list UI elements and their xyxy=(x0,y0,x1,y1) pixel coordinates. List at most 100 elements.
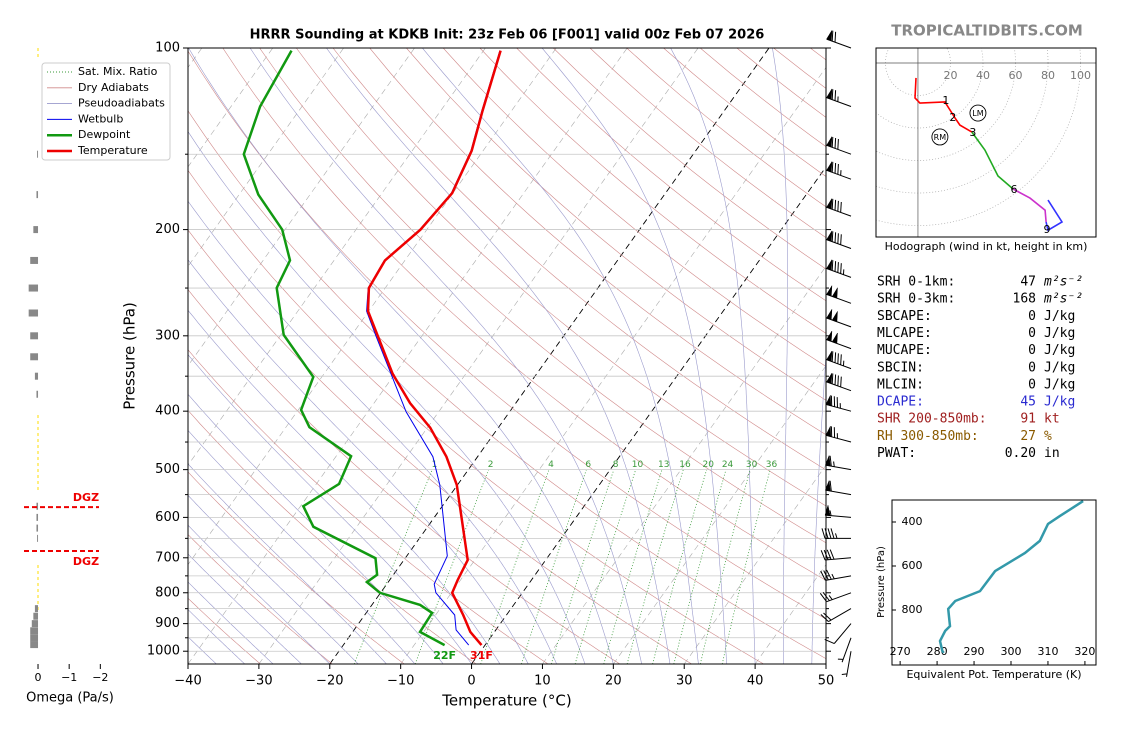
omega-bar xyxy=(30,634,39,642)
barb-staff xyxy=(820,569,852,581)
dry-adiabat xyxy=(188,471,405,664)
pseudoadiabat xyxy=(188,131,586,664)
hodograph-ring-label: 60 xyxy=(1009,69,1023,82)
barb-staff xyxy=(826,198,852,217)
background-lines xyxy=(188,48,826,664)
dry-adiabat xyxy=(188,289,621,664)
pseudoadiabat xyxy=(188,553,302,664)
chart-title: HRRR Sounding at KDKB Init: 23z Feb 06 [… xyxy=(250,28,765,43)
hodograph-frame xyxy=(875,47,1097,238)
y-tick-label: 1000 xyxy=(147,644,180,659)
x-tick-label: 0 xyxy=(467,674,475,689)
stat-label: MLCIN: xyxy=(877,377,924,392)
storm-motion-label: LM xyxy=(972,109,983,118)
legend-label: Dewpoint xyxy=(78,128,131,141)
stat-label: MLCAPE: xyxy=(877,326,932,341)
legend-label: Temperature xyxy=(77,144,148,157)
barb-staff xyxy=(826,89,852,107)
wind-barb xyxy=(826,198,852,217)
mixing-ratio-line xyxy=(574,469,637,664)
dry-adiabat xyxy=(479,48,826,334)
pseudoadiabat xyxy=(188,524,331,664)
barb-flag xyxy=(825,395,831,407)
stat-value: 91 xyxy=(1020,412,1036,427)
dry-adiabat xyxy=(516,48,826,302)
stat-unit: J/kg xyxy=(1044,309,1075,324)
dry-adiabat xyxy=(188,534,333,664)
wind-barb xyxy=(826,330,852,350)
barb-flag xyxy=(826,230,833,242)
thetae-x-label: Equivalent Pot. Temperature (K) xyxy=(906,668,1081,681)
omega-bar xyxy=(30,353,39,361)
storm-motion-label: RM xyxy=(934,133,947,142)
stat-label: DCAPE: xyxy=(877,395,924,410)
mixing-ratio-line xyxy=(673,469,727,664)
mixing-ratio-line xyxy=(626,469,684,664)
height-label: 3 xyxy=(969,126,976,139)
mixing-ratio-line xyxy=(652,469,707,664)
omega-bar xyxy=(33,612,39,620)
omega-bar xyxy=(37,150,39,158)
wind-barb xyxy=(825,426,852,443)
surface-label: 22F xyxy=(433,649,456,662)
thetae-line xyxy=(938,500,1084,654)
x-tick-label: −20 xyxy=(316,674,343,689)
y-tick-label: 900 xyxy=(155,616,180,631)
hodograph-ring-label: 80 xyxy=(1041,69,1055,82)
stat-unit: J/kg xyxy=(1044,326,1075,341)
dry-adiabat xyxy=(188,409,477,664)
x-tick-label: 320 xyxy=(1074,645,1095,658)
stat-unit: J/kg xyxy=(1044,395,1075,410)
omega-bar xyxy=(34,372,39,380)
y-tick-label: 800 xyxy=(902,603,923,616)
hodograph-trace xyxy=(971,131,1014,190)
wind-barb xyxy=(826,88,852,107)
stat-label: RH 300-850mb: xyxy=(877,429,979,444)
stat-label: SBCAPE: xyxy=(877,309,932,324)
barb-flag xyxy=(826,285,838,299)
omega-bar xyxy=(36,390,39,398)
dry-adiabat xyxy=(332,48,826,471)
barb-flag xyxy=(824,505,831,516)
omega-bar xyxy=(36,502,39,510)
x-tick-label: −10 xyxy=(387,674,414,689)
site-label: TROPICALTIDBITS.COM xyxy=(891,22,1083,40)
stat-label: MUCAPE: xyxy=(877,343,932,358)
x-axis-label: Temperature (°C) xyxy=(441,692,571,710)
barb-flag xyxy=(825,480,831,492)
hodograph-ring-label: 20 xyxy=(943,69,957,82)
hodograph-trace xyxy=(1012,188,1047,223)
barb-staff xyxy=(826,260,852,278)
pseudoadiabat xyxy=(188,463,387,664)
stat-unit: m²s⁻² xyxy=(1043,275,1083,290)
wind-barb xyxy=(826,309,852,328)
stat-label: SHR 200-850mb: xyxy=(877,412,987,427)
wind-barb xyxy=(841,651,852,677)
barb-flag xyxy=(826,88,833,100)
stat-value: 0 xyxy=(1028,343,1036,358)
plot-frame xyxy=(187,47,827,665)
omega-bar xyxy=(30,332,39,340)
x-tick-label: 300 xyxy=(1001,645,1022,658)
isotherm xyxy=(188,48,557,566)
x-tick-label: −1 xyxy=(61,671,77,684)
pseudoadiabat xyxy=(670,48,756,664)
y-tick-label: 100 xyxy=(155,41,180,56)
y-axis-label: Pressure (hPa) xyxy=(121,302,139,410)
stat-unit: m²s⁻² xyxy=(1043,292,1083,307)
wind-barb xyxy=(821,528,851,539)
omega-bar xyxy=(34,605,39,613)
x-tick-label: 40 xyxy=(747,674,764,689)
stat-unit: kt xyxy=(1044,412,1060,427)
barb-flag xyxy=(826,309,838,323)
omega-x-label: Omega (Pa/s) xyxy=(26,691,114,706)
barb-staff xyxy=(820,608,852,623)
thetae-frame xyxy=(891,499,1097,666)
hodograph-ring-label: 40 xyxy=(976,69,990,82)
x-tick-label: 0 xyxy=(35,671,42,684)
y-tick-label: 200 xyxy=(155,222,180,237)
stat-label: SRH 0-1km: xyxy=(877,275,955,290)
storm-motion-marker xyxy=(969,104,987,122)
mixing-ratio-label: 20 xyxy=(702,460,714,470)
legend: Sat. Mix. Ratio Dry Adiabats Pseudoadiabat… xyxy=(41,62,171,161)
